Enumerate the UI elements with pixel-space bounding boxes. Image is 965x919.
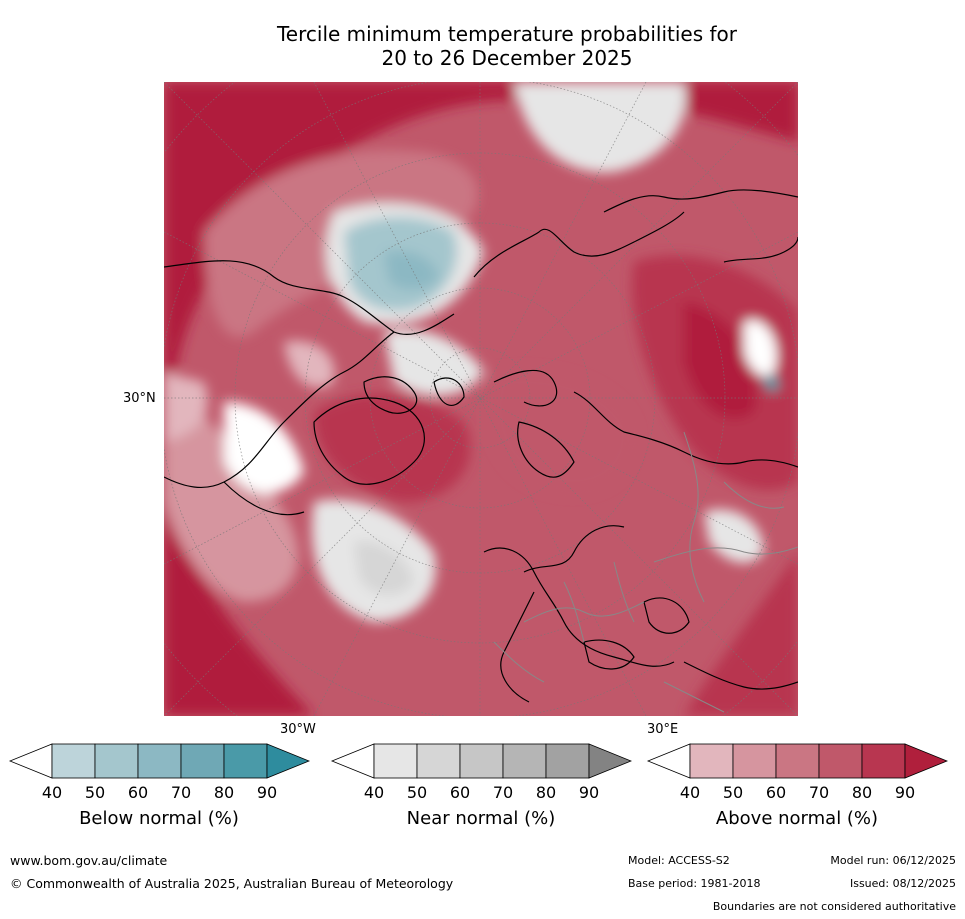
footer-issued: Issued: 08/12/2025 <box>849 877 956 890</box>
colorbar-near-scale <box>330 743 633 779</box>
tick: 70 <box>808 783 830 802</box>
country-boundaries <box>493 431 798 713</box>
colorbar-swatch <box>51 743 96 779</box>
colorbar-below-normal: 40 50 60 70 80 90 Below normal (%) <box>8 743 311 829</box>
tick: 90 <box>894 783 916 802</box>
colorbar-swatch-low <box>646 743 691 779</box>
tick: 60 <box>127 783 149 802</box>
tick: 50 <box>722 783 744 802</box>
colorbar-swatch <box>416 743 461 779</box>
chart-title: Tercile minimum temperature probabilitie… <box>165 22 849 70</box>
longitude-label-30e: 30°E <box>647 722 679 737</box>
colorbar-swatch-high <box>588 743 633 779</box>
footer-model: Model: ACCESS-S2 <box>628 854 730 867</box>
footer-copyright: © Commonwealth of Australia 2025, Austra… <box>10 876 454 891</box>
longitude-label-30w: 30°W <box>280 722 316 737</box>
colorbar-below-caption: Below normal (%) <box>79 808 239 829</box>
tick: 40 <box>363 783 385 802</box>
colorbar-swatch-high <box>266 743 311 779</box>
colorbar-swatch <box>818 743 863 779</box>
tick: 90 <box>256 783 278 802</box>
tick: 40 <box>41 783 63 802</box>
colorbar-swatch <box>775 743 820 779</box>
colorbar-below-scale <box>8 743 311 779</box>
colorbar-swatch <box>459 743 504 779</box>
footer-base-period: Base period: 1981-2018 <box>628 877 761 890</box>
colorbar-swatch <box>223 743 268 779</box>
colorbar-swatch <box>502 743 547 779</box>
tick: 80 <box>851 783 873 802</box>
footer-disclaimer: Boundaries are not considered authoritat… <box>712 900 956 913</box>
latitude-label-30n: 30°N <box>123 391 156 406</box>
colorbar-swatch <box>545 743 590 779</box>
graticule <box>164 82 798 716</box>
colorbar-swatch <box>732 743 777 779</box>
tick: 60 <box>765 783 787 802</box>
colorbar-swatch <box>689 743 734 779</box>
colorbar-swatch-low <box>8 743 53 779</box>
coastlines <box>164 189 798 703</box>
title-line-2: 20 to 26 December 2025 <box>381 46 633 70</box>
tick: 60 <box>449 783 471 802</box>
colorbar-swatch-high <box>904 743 949 779</box>
colorbar-near-caption: Near normal (%) <box>406 808 556 829</box>
probability-map <box>164 82 798 716</box>
tick: 40 <box>679 783 701 802</box>
colorbar-swatch <box>137 743 182 779</box>
tick: 80 <box>535 783 557 802</box>
footer-url[interactable]: www.bom.gov.au/climate <box>10 853 168 868</box>
colorbar-near-normal: 40 50 60 70 80 90 Near normal (%) <box>330 743 633 829</box>
colorbar-above-normal: 40 50 60 70 80 90 Above normal (%) <box>646 743 949 829</box>
tick: 90 <box>578 783 600 802</box>
tick: 50 <box>406 783 428 802</box>
tick: 80 <box>213 783 235 802</box>
tick: 70 <box>170 783 192 802</box>
colorbar-swatch-low <box>330 743 375 779</box>
colorbar-above-caption: Above normal (%) <box>715 808 879 829</box>
probability-field <box>164 82 798 716</box>
tick: 70 <box>492 783 514 802</box>
tick: 50 <box>84 783 106 802</box>
colorbar-swatch <box>861 743 906 779</box>
colorbar-above-scale <box>646 743 949 779</box>
colorbar-swatch <box>180 743 225 779</box>
footer-model-run: Model run: 06/12/2025 <box>830 854 956 867</box>
colorbar-swatch <box>94 743 139 779</box>
title-line-1: Tercile minimum temperature probabilitie… <box>276 22 738 46</box>
colorbar-swatch <box>373 743 418 779</box>
